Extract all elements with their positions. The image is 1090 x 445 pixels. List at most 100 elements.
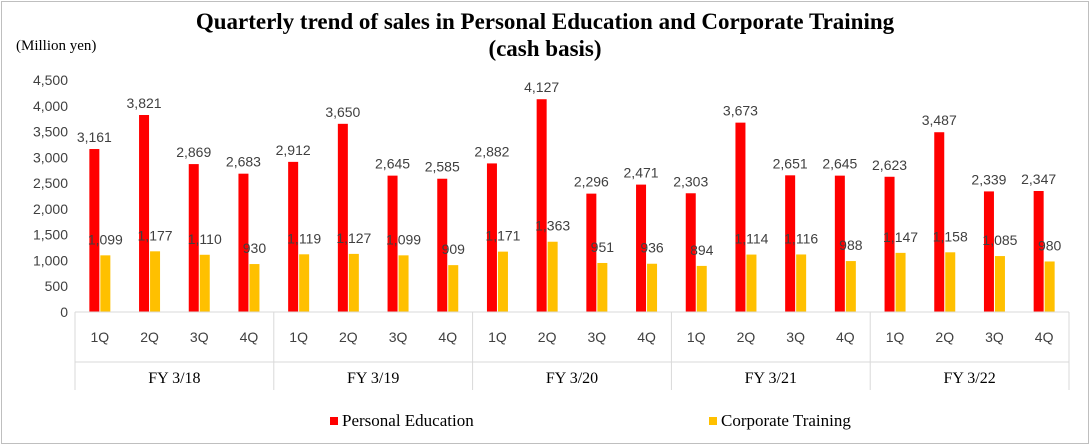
legend-label-corporate-training: Corporate Training	[721, 411, 851, 430]
legend-swatch-corporate-training	[709, 417, 717, 425]
corporate-training-bar	[299, 254, 310, 312]
corporate-training-bar	[150, 251, 161, 312]
corporate-training-data-label: 1,177	[138, 227, 173, 243]
quarter-label: 1Q	[289, 329, 308, 345]
personal-education-data-label: 2,869	[176, 144, 211, 160]
personal-education-data-label: 2,471	[624, 165, 659, 181]
quarter-label: 2Q	[339, 329, 358, 345]
chart-title-line-2: (cash basis)	[488, 36, 601, 61]
personal-education-bar	[486, 163, 497, 312]
personal-education-bar	[387, 175, 398, 312]
plot-area: 0 500 1,000 1,500 2,000 2,500 3,000 3,500 4,000 4…	[33, 72, 1070, 390]
personal-education-bar	[685, 193, 696, 312]
personal-education-data-label: 3,821	[127, 95, 162, 111]
fiscal-year-label: FY 3/20	[546, 370, 598, 387]
personal-education-bar	[188, 164, 199, 312]
quarter-label: 3Q	[389, 329, 408, 345]
personal-education-bar	[586, 193, 597, 312]
corporate-training-bar	[895, 252, 906, 312]
personal-education-bar	[735, 122, 746, 312]
corporate-training-data-label: 909	[442, 241, 466, 257]
corporate-training-data-label: 936	[640, 240, 664, 256]
quarter-label: 4Q	[836, 329, 855, 345]
y-tick-label: 4,000	[33, 98, 68, 114]
corporate-training-data-label: 1,171	[485, 228, 520, 244]
corporate-training-data-label: 1,099	[386, 231, 421, 247]
y-tick-label: 0	[60, 304, 68, 320]
personal-education-data-label: 2,912	[276, 142, 311, 158]
y-tick-label: 1,000	[33, 252, 68, 268]
y-tick-label: 3,000	[33, 149, 68, 165]
personal-education-bar	[139, 115, 150, 312]
corporate-training-bar	[945, 252, 956, 312]
personal-education-data-label: 2,645	[375, 156, 410, 172]
corporate-training-data-label: 951	[591, 239, 615, 255]
quarter-label: 3Q	[786, 329, 805, 345]
corporate-training-data-label: 1,099	[88, 231, 123, 247]
legend: Personal Education Corporate Training	[330, 411, 851, 430]
quarter-label: 1Q	[687, 329, 706, 345]
personal-education-data-label: 2,347	[1021, 171, 1056, 187]
corporate-training-data-label: 1,119	[287, 230, 321, 246]
personal-education-bar	[536, 99, 547, 312]
corporate-training-data-label: 1,363	[535, 218, 570, 234]
personal-education-bar	[983, 191, 994, 312]
personal-education-bar	[834, 175, 845, 312]
corporate-training-bar	[696, 265, 707, 312]
corporate-training-data-label: 1,158	[933, 228, 968, 244]
corporate-training-bar	[199, 254, 210, 312]
corporate-training-data-label: 1,085	[982, 232, 1017, 248]
fiscal-year-label: FY 3/22	[943, 370, 995, 387]
personal-education-data-label: 2,623	[872, 157, 907, 173]
quarter-label: 3Q	[190, 329, 209, 345]
corporate-training-data-label: 1,110	[188, 231, 222, 247]
y-tick-label: 4,500	[33, 72, 68, 88]
corporate-training-data-label: 894	[690, 242, 714, 258]
fiscal-year-label: FY 3/18	[148, 370, 200, 387]
personal-education-data-label: 3,650	[325, 104, 360, 120]
personal-education-bar	[636, 184, 647, 312]
y-tick-label: 3,500	[33, 124, 68, 140]
personal-education-data-label: 2,303	[673, 173, 708, 189]
quarter-label: 2Q	[935, 329, 954, 345]
corporate-training-bar	[1044, 261, 1055, 312]
quarter-label: 4Q	[438, 329, 457, 345]
quarter-label: 1Q	[91, 329, 110, 345]
corporate-training-bar	[994, 256, 1005, 312]
corporate-training-bar	[497, 251, 508, 312]
personal-education-data-label: 2,339	[971, 171, 1006, 187]
y-tick-label: 500	[45, 278, 69, 294]
chart-title-line-1: Quarterly trend of sales in Personal Edu…	[196, 9, 895, 34]
personal-education-data-label: 2,645	[822, 156, 857, 172]
personal-education-bar	[437, 178, 448, 312]
corporate-training-data-label: 1,116	[784, 230, 818, 246]
quarter-label: 3Q	[588, 329, 607, 345]
quarter-label: 1Q	[886, 329, 905, 345]
personal-education-data-label: 3,673	[723, 103, 758, 119]
personal-education-data-label: 3,487	[922, 112, 957, 128]
quarter-label: 4Q	[637, 329, 656, 345]
quarter-label: 3Q	[985, 329, 1004, 345]
personal-education-bar	[934, 132, 945, 312]
corporate-training-bar	[597, 262, 608, 312]
fiscal-year-label: FY 3/21	[745, 370, 797, 387]
personal-education-bar	[288, 161, 299, 312]
corporate-training-bar	[249, 264, 260, 312]
corporate-training-data-label: 1,114	[734, 231, 768, 247]
quarter-label: 2Q	[140, 329, 159, 345]
corporate-training-bar	[398, 255, 409, 312]
quarter-label: 2Q	[538, 329, 557, 345]
corporate-training-data-label: 988	[839, 237, 863, 253]
y-tick-label: 2,500	[33, 175, 68, 191]
corporate-training-data-label: 980	[1038, 237, 1062, 253]
personal-education-data-label: 4,127	[524, 79, 559, 95]
personal-education-bar	[1033, 190, 1044, 312]
personal-education-data-label: 2,882	[474, 143, 509, 159]
legend-swatch-personal-education	[330, 417, 338, 425]
corporate-training-bar	[647, 263, 658, 312]
corporate-training-bar	[746, 254, 757, 312]
personal-education-bar	[89, 149, 100, 312]
corporate-training-bar	[448, 265, 459, 312]
fiscal-year-label: FY 3/19	[347, 370, 399, 387]
